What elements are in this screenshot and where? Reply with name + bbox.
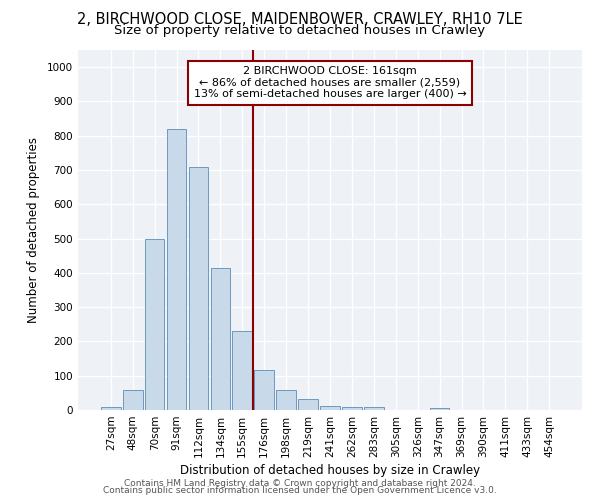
Bar: [167, 129, 187, 410]
Bar: [320, 406, 340, 410]
Text: Contains HM Land Registry data © Crown copyright and database right 2024.: Contains HM Land Registry data © Crown c…: [124, 478, 476, 488]
X-axis label: Distribution of detached houses by size in Crawley: Distribution of detached houses by size …: [180, 464, 480, 477]
Bar: [145, 238, 164, 410]
Y-axis label: Number of detached properties: Number of detached properties: [27, 137, 40, 323]
Text: Contains public sector information licensed under the Open Government Licence v3: Contains public sector information licen…: [103, 486, 497, 495]
Bar: [276, 390, 296, 410]
Bar: [232, 331, 252, 410]
Bar: [211, 268, 230, 410]
Bar: [364, 406, 384, 410]
Text: 2, BIRCHWOOD CLOSE, MAIDENBOWER, CRAWLEY, RH10 7LE: 2, BIRCHWOOD CLOSE, MAIDENBOWER, CRAWLEY…: [77, 12, 523, 28]
Text: Size of property relative to detached houses in Crawley: Size of property relative to detached ho…: [115, 24, 485, 37]
Bar: [101, 408, 121, 410]
Bar: [254, 370, 274, 410]
Bar: [342, 406, 362, 410]
Text: 2 BIRCHWOOD CLOSE: 161sqm
← 86% of detached houses are smaller (2,559)
13% of se: 2 BIRCHWOOD CLOSE: 161sqm ← 86% of detac…: [194, 66, 466, 100]
Bar: [123, 390, 143, 410]
Bar: [430, 408, 449, 410]
Bar: [298, 398, 318, 410]
Bar: [188, 166, 208, 410]
